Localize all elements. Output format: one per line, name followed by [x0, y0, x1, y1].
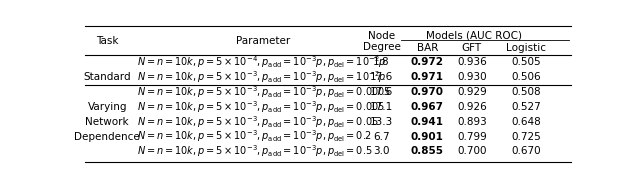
Text: 0.926: 0.926: [457, 102, 486, 112]
Text: $N = n = 10k, p = 5 \times 10^{-3}, p_{\mathrm{add}} = 10^{-3}p, p_{\mathrm{del}: $N = n = 10k, p = 5 \times 10^{-3}, p_{\…: [137, 69, 387, 85]
Text: 0.648: 0.648: [511, 117, 541, 127]
Text: 0.901: 0.901: [411, 132, 444, 142]
Text: BAR: BAR: [417, 43, 438, 53]
Text: $N = n = 10k, p = 5 \times 10^{-4}, p_{\mathrm{add}} = 10^{-3}p, p_{\mathrm{del}: $N = n = 10k, p = 5 \times 10^{-4}, p_{\…: [137, 55, 387, 70]
Text: 0.670: 0.670: [511, 146, 541, 156]
Text: 0.799: 0.799: [457, 132, 486, 142]
Text: 3.0: 3.0: [373, 146, 390, 156]
Text: 13.3: 13.3: [370, 117, 393, 127]
Text: Standard: Standard: [83, 72, 131, 82]
Text: 0.505: 0.505: [511, 57, 541, 67]
Text: Varying: Varying: [88, 102, 127, 112]
Text: $N = n = 10k, p = 5 \times 10^{-3}, p_{\mathrm{add}} = 10^{-3}p, p_{\mathrm{del}: $N = n = 10k, p = 5 \times 10^{-3}, p_{\…: [137, 84, 391, 100]
Text: 0.506: 0.506: [511, 72, 541, 82]
Text: $N = n = 10k, p = 5 \times 10^{-3}, p_{\mathrm{add}} = 10^{-3}p, p_{\mathrm{del}: $N = n = 10k, p = 5 \times 10^{-3}, p_{\…: [137, 99, 385, 115]
Text: $N = n = 10k, p = 5 \times 10^{-3}, p_{\mathrm{add}} = 10^{-3}p, p_{\mathrm{del}: $N = n = 10k, p = 5 \times 10^{-3}, p_{\…: [137, 144, 372, 159]
Text: $N = n = 10k, p = 5 \times 10^{-3}, p_{\mathrm{add}} = 10^{-3}p, p_{\mathrm{del}: $N = n = 10k, p = 5 \times 10^{-3}, p_{\…: [137, 114, 379, 130]
Text: Task: Task: [96, 36, 118, 46]
Text: Models (AUC ROC): Models (AUC ROC): [426, 30, 522, 40]
Text: 0.930: 0.930: [457, 72, 486, 82]
Text: Parameter: Parameter: [236, 36, 291, 46]
Text: Node
Degree: Node Degree: [363, 31, 401, 52]
Text: 0.527: 0.527: [511, 102, 541, 112]
Text: 0.893: 0.893: [457, 117, 486, 127]
Text: 0.967: 0.967: [411, 102, 444, 112]
Text: 0.941: 0.941: [411, 117, 444, 127]
Text: Logistic: Logistic: [506, 43, 547, 53]
Text: Network: Network: [86, 117, 129, 127]
Text: 0.725: 0.725: [511, 132, 541, 142]
Text: 0.700: 0.700: [457, 146, 486, 156]
Text: 1.8: 1.8: [373, 57, 390, 67]
Text: 6.7: 6.7: [373, 132, 390, 142]
Text: 0.855: 0.855: [411, 146, 444, 156]
Text: GFT: GFT: [462, 43, 482, 53]
Text: 0.929: 0.929: [457, 87, 486, 97]
Text: $N = n = 10k, p = 5 \times 10^{-3}, p_{\mathrm{add}} = 10^{-3}p, p_{\mathrm{del}: $N = n = 10k, p = 5 \times 10^{-3}, p_{\…: [137, 129, 372, 144]
Text: 17.1: 17.1: [370, 102, 393, 112]
Text: 0.971: 0.971: [411, 72, 444, 82]
Text: 17.6: 17.6: [370, 72, 393, 82]
Text: Dependence: Dependence: [74, 132, 140, 142]
Text: 17.6: 17.6: [370, 87, 393, 97]
Text: 0.936: 0.936: [457, 57, 486, 67]
Text: 0.972: 0.972: [411, 57, 444, 67]
Text: 0.970: 0.970: [411, 87, 444, 97]
Text: 0.508: 0.508: [511, 87, 541, 97]
